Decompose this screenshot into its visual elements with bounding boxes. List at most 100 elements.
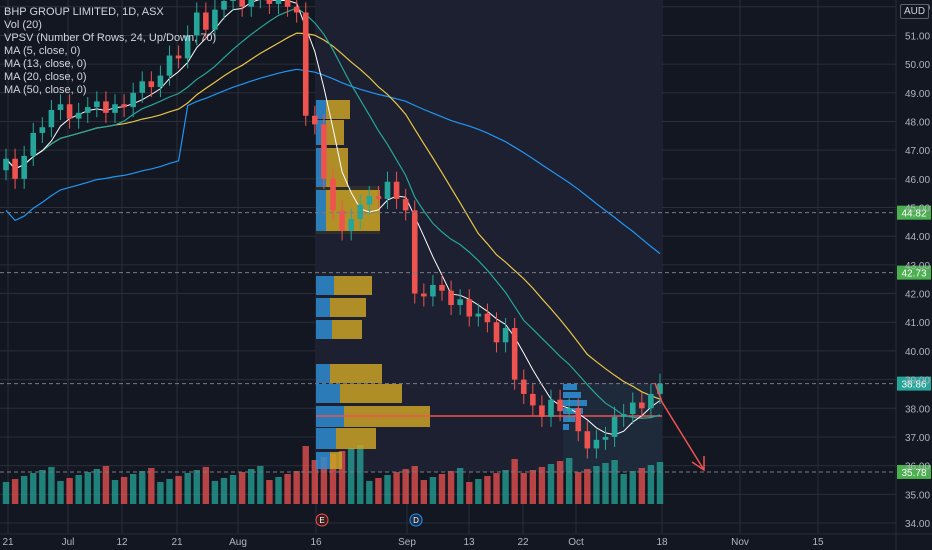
price-label: 42.73 (901, 269, 926, 280)
volume-bar (375, 478, 382, 504)
candle (457, 299, 463, 306)
vp-row-down (340, 384, 402, 403)
volume-bar (30, 473, 37, 504)
volume-bar (84, 472, 91, 504)
volume-bar (529, 470, 537, 504)
volume-bar (193, 470, 200, 504)
candle (484, 313, 491, 323)
vp-row-up (316, 100, 326, 119)
volume-bar (2, 482, 10, 504)
candle (402, 198, 409, 211)
vp-row-down (334, 276, 372, 295)
candle (284, 0, 291, 7)
legend-ma20[interactable]: MA (20, close, 0) (4, 71, 87, 83)
candle (30, 132, 37, 156)
candle (548, 399, 554, 417)
candle (566, 408, 572, 412)
volume-bar (384, 475, 391, 504)
volume-bar (347, 448, 355, 504)
candle (193, 12, 200, 36)
volume-bar (11, 479, 19, 504)
candle (593, 439, 600, 449)
volume-bar (593, 466, 600, 504)
volume-bar (411, 466, 418, 504)
x-tick-label: Jul (62, 537, 75, 548)
candle (502, 327, 509, 343)
x-tick-label: 22 (517, 537, 529, 548)
y-tick-label: 40.00 (905, 347, 930, 358)
legend-ma13[interactable]: MA (13, close, 0) (4, 58, 87, 70)
volume-bar (556, 461, 564, 504)
x-tick-label: Oct (568, 537, 584, 548)
y-tick-label: 47.00 (905, 146, 930, 157)
candle (575, 408, 582, 432)
candle (203, 12, 209, 30)
y-tick-label: 45.00 (905, 204, 930, 215)
volume-bar (484, 476, 491, 504)
volume-bar (366, 481, 373, 504)
candle (439, 284, 445, 291)
y-tick-label: 41.00 (905, 318, 930, 329)
y-tick-label: 43.00 (905, 261, 930, 272)
time-axis[interactable]: 21 Jul 12 21 Aug 16 Sep 13 22 Oct 18 Nov 15 (2, 537, 824, 548)
legend-vol[interactable]: Vol (20) (4, 19, 42, 31)
legend-vpsv[interactable]: VPSV (Number Of Rows, 24, Up/Down, 70) (4, 32, 217, 44)
ma13-line (5, 7, 661, 420)
vp-row-down (330, 298, 366, 317)
candle (248, 0, 255, 7)
candle (648, 393, 654, 409)
volume-bar (311, 460, 319, 504)
x-tick-label: 18 (656, 537, 668, 548)
candle (75, 112, 82, 119)
volume-bar (357, 445, 364, 504)
volume-bar (293, 471, 300, 504)
volume-bar (175, 476, 182, 504)
price-label: 35.78 (901, 468, 926, 479)
volume-bar (211, 481, 219, 504)
candle (139, 81, 146, 93)
arrow-line (654, 382, 705, 471)
vp-row-up (316, 120, 326, 145)
volume-bar (238, 472, 246, 504)
legend-title[interactable]: BHP GROUP LIMITED, 1D, ASX (4, 6, 164, 18)
event-marker-E (315, 513, 329, 527)
vp-row-up (316, 190, 326, 231)
vp2-row (563, 400, 587, 406)
candle (466, 299, 473, 317)
x-tick-label: 21 (2, 537, 14, 548)
y-tick-label: 49.00 (905, 89, 930, 100)
volume-bar (120, 477, 128, 504)
volume-bar (93, 469, 101, 504)
volume-bar (393, 472, 400, 504)
volume-bar (229, 475, 237, 504)
legend-ma50[interactable]: MA (50, close, 0) (4, 84, 87, 96)
volume-bar (493, 473, 500, 504)
volume-bar (602, 463, 609, 504)
price-axis[interactable]: 34.00 35.00 36.00 37.00 38.00 39.00 40.00 41.00… (905, 3, 930, 530)
event-label: E (319, 516, 324, 525)
vp-row-up (316, 364, 330, 383)
candle (21, 155, 27, 179)
vp-row-down (326, 120, 344, 145)
candle (275, 0, 282, 4)
currency-badge[interactable]: AUD (900, 4, 930, 19)
volume-bar (102, 466, 110, 504)
candle (557, 399, 563, 412)
volume-bar (57, 481, 64, 504)
candle (430, 284, 436, 297)
candle (103, 101, 109, 113)
x-tick-label: 16 (310, 537, 322, 548)
volume-bar (547, 464, 555, 504)
candle (312, 115, 318, 125)
vp2-row (563, 384, 577, 390)
legend-ma5[interactable]: MA (5, close, 0) (4, 45, 81, 57)
price-label-bg (897, 205, 931, 220)
price-label-bg (897, 265, 931, 280)
price-label: 44.82 (901, 209, 926, 220)
vp-row-down (326, 148, 348, 187)
ma50-line (5, 68, 661, 255)
chart-legend: BHP GROUP LIMITED, 1D, ASX Vol (20) VPSV… (4, 6, 216, 97)
x-tick-label: 21 (171, 537, 183, 548)
